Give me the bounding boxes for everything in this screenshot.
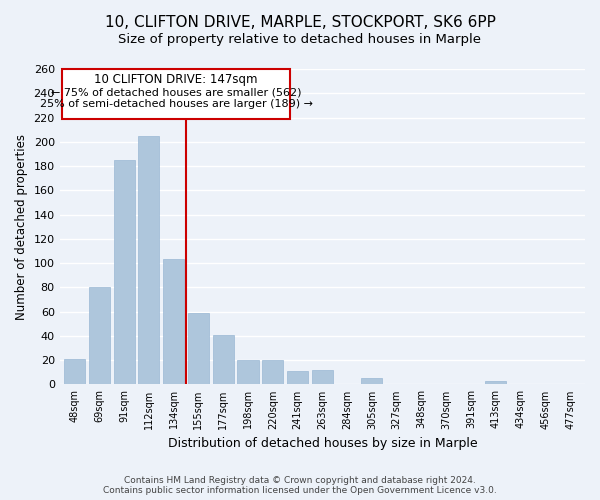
Bar	[64, 359, 85, 384]
Text: 10 CLIFTON DRIVE: 147sqm: 10 CLIFTON DRIVE: 147sqm	[94, 74, 258, 86]
Text: Size of property relative to detached houses in Marple: Size of property relative to detached ho…	[119, 32, 482, 46]
Text: 25% of semi-detached houses are larger (189) →: 25% of semi-detached houses are larger (…	[40, 99, 313, 109]
Bar	[238, 360, 259, 384]
Bar	[485, 381, 506, 384]
Bar	[262, 360, 283, 384]
Y-axis label: Number of detached properties: Number of detached properties	[15, 134, 28, 320]
Bar	[312, 370, 333, 384]
Bar	[212, 334, 234, 384]
Bar	[113, 160, 134, 384]
Bar	[188, 313, 209, 384]
X-axis label: Distribution of detached houses by size in Marple: Distribution of detached houses by size …	[167, 437, 477, 450]
Text: 10, CLIFTON DRIVE, MARPLE, STOCKPORT, SK6 6PP: 10, CLIFTON DRIVE, MARPLE, STOCKPORT, SK…	[104, 15, 496, 30]
Bar	[89, 288, 110, 384]
Bar	[287, 371, 308, 384]
FancyBboxPatch shape	[62, 69, 290, 118]
Bar	[361, 378, 382, 384]
Bar	[139, 136, 160, 384]
Text: Contains HM Land Registry data © Crown copyright and database right 2024.
Contai: Contains HM Land Registry data © Crown c…	[103, 476, 497, 495]
Bar	[163, 260, 184, 384]
Text: ← 75% of detached houses are smaller (562): ← 75% of detached houses are smaller (56…	[51, 87, 301, 97]
